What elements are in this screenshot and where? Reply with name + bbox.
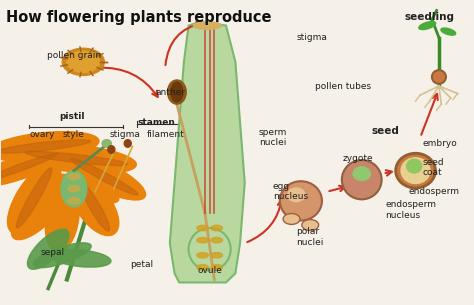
Ellipse shape bbox=[189, 228, 231, 270]
Circle shape bbox=[283, 214, 300, 224]
Ellipse shape bbox=[171, 82, 183, 102]
Ellipse shape bbox=[68, 198, 80, 204]
Text: stigma: stigma bbox=[110, 130, 141, 139]
Text: How flowering plants reproduce: How flowering plants reproduce bbox=[6, 10, 272, 25]
Ellipse shape bbox=[102, 140, 111, 147]
Text: pistil: pistil bbox=[59, 112, 84, 121]
Ellipse shape bbox=[197, 265, 209, 270]
Ellipse shape bbox=[124, 140, 131, 147]
Text: seed
coat: seed coat bbox=[422, 158, 444, 177]
Ellipse shape bbox=[68, 186, 80, 192]
Text: polar
nuclei: polar nuclei bbox=[296, 228, 324, 247]
Text: ovary: ovary bbox=[29, 130, 55, 139]
Ellipse shape bbox=[63, 153, 146, 200]
Ellipse shape bbox=[193, 22, 221, 29]
Text: seed: seed bbox=[371, 126, 399, 136]
Ellipse shape bbox=[108, 146, 115, 153]
Ellipse shape bbox=[0, 153, 58, 182]
Ellipse shape bbox=[16, 168, 52, 228]
Text: style: style bbox=[63, 130, 85, 139]
Text: seedling: seedling bbox=[405, 12, 455, 21]
Text: endosperm: endosperm bbox=[409, 187, 459, 196]
Ellipse shape bbox=[211, 265, 222, 270]
Text: endosperm
nucleus: endosperm nucleus bbox=[385, 200, 436, 220]
Text: petal: petal bbox=[130, 260, 154, 269]
Ellipse shape bbox=[342, 160, 382, 199]
Text: embryo: embryo bbox=[422, 139, 457, 148]
Text: anther: anther bbox=[156, 88, 186, 97]
Ellipse shape bbox=[51, 249, 111, 267]
Text: filament: filament bbox=[146, 130, 184, 139]
Text: egg
nucleus: egg nucleus bbox=[273, 182, 308, 202]
Ellipse shape bbox=[33, 243, 91, 268]
Ellipse shape bbox=[211, 225, 222, 231]
Ellipse shape bbox=[0, 132, 99, 161]
Ellipse shape bbox=[0, 140, 91, 153]
Ellipse shape bbox=[211, 237, 222, 243]
Circle shape bbox=[67, 51, 100, 72]
Ellipse shape bbox=[441, 28, 456, 35]
Text: zygote: zygote bbox=[343, 154, 374, 163]
Ellipse shape bbox=[81, 183, 109, 231]
Text: stamen: stamen bbox=[137, 118, 175, 127]
Text: sepal: sepal bbox=[41, 248, 65, 257]
Ellipse shape bbox=[71, 178, 119, 235]
Ellipse shape bbox=[167, 80, 186, 104]
Ellipse shape bbox=[197, 253, 209, 258]
Text: ovule: ovule bbox=[198, 266, 223, 275]
Ellipse shape bbox=[280, 181, 322, 221]
Ellipse shape bbox=[46, 186, 79, 252]
Ellipse shape bbox=[287, 187, 306, 202]
Ellipse shape bbox=[68, 174, 80, 180]
Ellipse shape bbox=[25, 152, 127, 166]
Ellipse shape bbox=[16, 144, 137, 174]
Ellipse shape bbox=[71, 158, 138, 195]
Ellipse shape bbox=[396, 153, 436, 188]
Ellipse shape bbox=[197, 237, 209, 243]
Ellipse shape bbox=[11, 186, 66, 240]
Circle shape bbox=[302, 220, 319, 231]
Ellipse shape bbox=[53, 174, 119, 203]
Ellipse shape bbox=[419, 22, 436, 30]
Ellipse shape bbox=[0, 149, 65, 187]
Ellipse shape bbox=[211, 253, 222, 258]
Text: pollen tubes: pollen tubes bbox=[315, 81, 371, 91]
Ellipse shape bbox=[27, 229, 69, 269]
Text: stigma: stigma bbox=[296, 33, 327, 42]
Text: pollen grain: pollen grain bbox=[47, 51, 101, 60]
Ellipse shape bbox=[406, 159, 422, 174]
Ellipse shape bbox=[8, 162, 61, 234]
Ellipse shape bbox=[432, 70, 446, 84]
Ellipse shape bbox=[401, 157, 431, 184]
Polygon shape bbox=[170, 23, 245, 282]
Ellipse shape bbox=[35, 171, 99, 207]
Ellipse shape bbox=[352, 166, 371, 181]
Circle shape bbox=[62, 48, 104, 75]
Text: sperm
nuclei: sperm nuclei bbox=[259, 128, 287, 147]
Ellipse shape bbox=[197, 225, 209, 231]
Ellipse shape bbox=[61, 170, 87, 207]
